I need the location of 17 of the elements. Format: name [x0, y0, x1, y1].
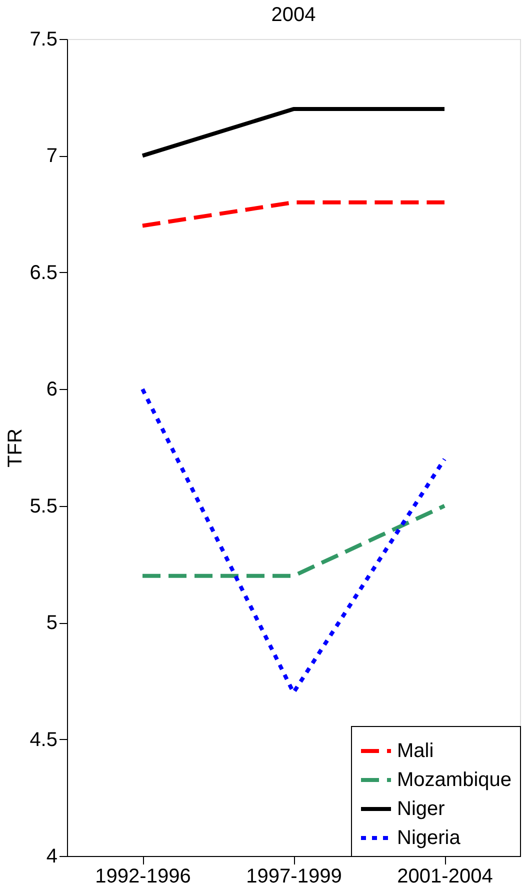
y-tick-label: 7.5	[30, 28, 58, 50]
y-tick-label: 6	[46, 378, 58, 401]
y-tick-label: 4.5	[30, 728, 58, 751]
x-tick-label: 2001-2004	[397, 866, 493, 888]
x-tick-label: 1997-1999	[246, 866, 342, 888]
y-tick-label: 5.5	[30, 495, 58, 518]
legend-label: Mali	[397, 740, 434, 762]
y-tick-label: 7	[46, 145, 58, 168]
y-axis-title: TFR	[4, 428, 27, 468]
x-tick-label: 1992-1996	[95, 866, 191, 888]
y-tick-label: 4	[46, 846, 58, 868]
chart-title: 2004	[271, 4, 316, 26]
legend-label: Nigeria	[397, 827, 462, 849]
y-tick-label: 5	[46, 612, 58, 634]
legend-label: Niger	[397, 798, 446, 820]
legend-label: Mozambique	[397, 769, 512, 791]
y-tick-label: 6.5	[30, 262, 58, 284]
